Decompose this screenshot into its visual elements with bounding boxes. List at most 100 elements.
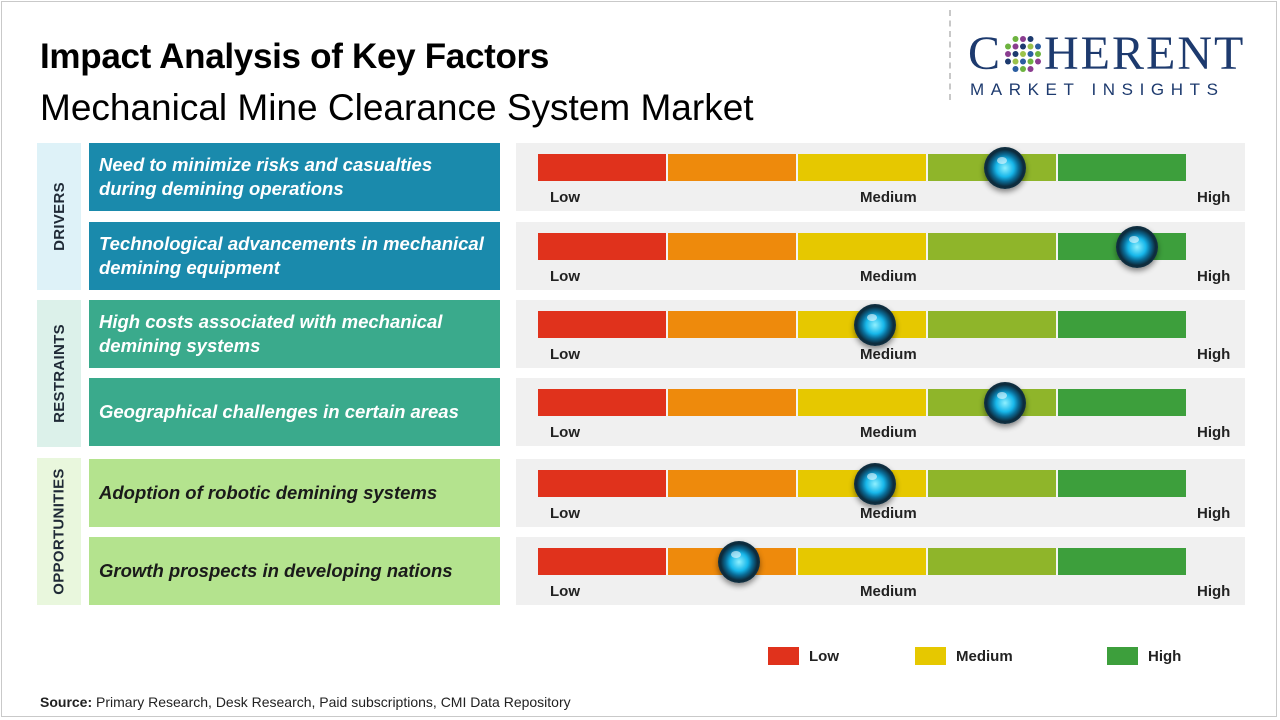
gauge-label-medium: Medium [860, 346, 917, 363]
logo-dot [1035, 58, 1042, 65]
impact-marker [717, 541, 760, 583]
legend-swatch-high [1107, 647, 1138, 665]
logo-wordmark: C HERENT [968, 30, 1245, 78]
gauge-segment [926, 470, 1056, 497]
logo-dot [1027, 36, 1034, 42]
impact-gauge: Low Medium High [516, 537, 1245, 605]
gauge-bar [538, 470, 1186, 497]
gauge-segment [666, 470, 796, 497]
gauge-segment [1056, 311, 1186, 338]
logo-dot [1012, 43, 1019, 50]
gauge-segment [796, 548, 926, 575]
page-title: Impact Analysis of Key Factors [40, 37, 550, 76]
logo-dot [1027, 66, 1034, 72]
logo-dot [1035, 51, 1042, 57]
gauge-label-high: High [1197, 346, 1231, 363]
gauge-label-medium: Medium [860, 424, 917, 441]
impact-marker [1116, 226, 1159, 268]
source-label: Source: [40, 694, 93, 710]
logo-dot [1012, 66, 1019, 72]
gauge-label-low: Low [550, 268, 580, 285]
gauge-segment [1056, 548, 1186, 575]
gauge-label-low: Low [550, 189, 580, 206]
company-logo: C HERENT MARKET INSIGHTS [968, 30, 1263, 100]
logo-dot [1005, 51, 1012, 57]
gauge-bar [538, 389, 1186, 416]
source-note: Source: Primary Research, Desk Research,… [40, 694, 571, 710]
category-label-drivers: DRIVERS [50, 182, 68, 251]
gauge-segment [1056, 389, 1186, 416]
logo-dot [1012, 36, 1019, 42]
logo-dot [1027, 51, 1034, 57]
impact-gauge: Low Medium High [516, 300, 1245, 368]
gauge-label-low: Low [550, 505, 580, 522]
impact-marker [853, 463, 896, 505]
logo-divider [949, 10, 951, 100]
impact-gauge: Low Medium High [516, 222, 1245, 290]
globe-dots-icon [1005, 36, 1042, 72]
factor-restraints-1: High costs associated with mechanical de… [89, 300, 500, 368]
gauge-label-low: Low [550, 424, 580, 441]
gauge-bar [538, 233, 1186, 260]
gauge-label-medium: Medium [860, 505, 917, 522]
gauge-label-medium: Medium [860, 268, 917, 285]
gauge-segment [666, 389, 796, 416]
gauge-segment [796, 233, 926, 260]
gauge-label-low: Low [550, 583, 580, 600]
logo-dot [1020, 66, 1027, 72]
gauge-bar [538, 311, 1186, 338]
legend-item-medium: Medium [915, 647, 1013, 665]
legend-label-medium: Medium [956, 647, 1013, 665]
gauge-segment [796, 154, 926, 181]
gauge-segment [666, 233, 796, 260]
gauge-label-medium: Medium [860, 189, 917, 206]
legend-label-low: Low [809, 647, 839, 665]
factor-drivers-2: Technological advancements in mechanical… [89, 222, 500, 290]
gauge-segment [666, 154, 796, 181]
logo-word-right: HERENT [1044, 27, 1246, 80]
category-band-opportunities: OPPORTUNITIES [37, 458, 81, 605]
gauge-segment [538, 470, 666, 497]
factor-opportunities-2: Growth prospects in developing nations [89, 537, 500, 605]
gauge-label-high: High [1197, 189, 1231, 206]
factor-restraints-2: Geographical challenges in certain areas [89, 378, 500, 446]
factor-opportunities-1: Adoption of robotic demining systems [89, 459, 500, 527]
factor-drivers-1: Need to minimize risks and casualties du… [89, 143, 500, 211]
logo-dot [1027, 58, 1034, 65]
gauge-label-high: High [1197, 268, 1231, 285]
logo-dot [1020, 58, 1027, 65]
gauge-label-high: High [1197, 583, 1231, 600]
impact-gauge: Low Medium High [516, 143, 1245, 211]
impact-gauge: Low Medium High [516, 378, 1245, 446]
logo-dot [1005, 58, 1012, 65]
gauge-label-medium: Medium [860, 583, 917, 600]
gauge-segment [796, 389, 926, 416]
gauge-segment [1056, 154, 1186, 181]
gauge-label-high: High [1197, 424, 1231, 441]
category-label-restraints: RESTRAINTS [50, 324, 68, 423]
logo-dot [1027, 43, 1034, 50]
legend-swatch-low [768, 647, 799, 665]
gauge-segment [538, 311, 666, 338]
logo-dot [1012, 51, 1019, 57]
logo-word-left: C [968, 27, 1003, 80]
category-band-drivers: DRIVERS [37, 143, 81, 290]
gauge-segment [538, 548, 666, 575]
legend-item-low: Low [768, 647, 839, 665]
logo-tagline: MARKET INSIGHTS [970, 80, 1225, 99]
gauge-label-low: Low [550, 346, 580, 363]
gauge-label-high: High [1197, 505, 1231, 522]
page-subtitle: Mechanical Mine Clearance System Market [40, 87, 754, 128]
impact-marker [853, 304, 896, 346]
category-label-opportunities: OPPORTUNITIES [50, 468, 68, 595]
impact-marker [983, 382, 1026, 424]
logo-dot [1035, 43, 1042, 50]
impact-gauge: Low Medium High [516, 459, 1245, 527]
gauge-segment [538, 233, 666, 260]
source-text: Primary Research, Desk Research, Paid su… [92, 694, 571, 710]
legend-swatch-medium [915, 647, 946, 665]
logo-dot [1005, 43, 1012, 50]
logo-dot [1020, 36, 1027, 42]
legend-item-high: High [1107, 647, 1181, 665]
gauge-segment [538, 154, 666, 181]
